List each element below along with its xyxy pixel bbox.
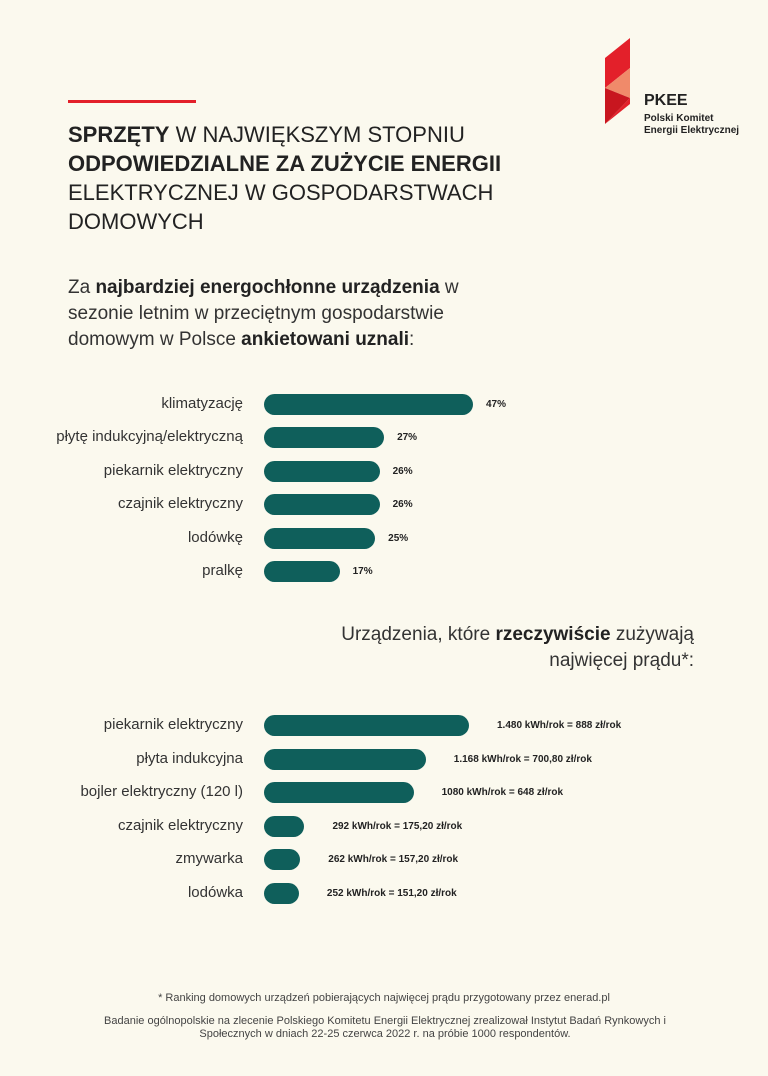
- bar-value-label: 26%: [392, 499, 413, 511]
- bar: [264, 561, 340, 582]
- chart2-row: zmywarka 262 kWh/rok = 157,20 zł/rok: [0, 847, 768, 871]
- bar-label: lodówka: [187, 883, 243, 901]
- bar-value-label: 1.168 kWh/rok = 700,80 zł/rok: [453, 753, 592, 765]
- bar-value-label: 292 kWh/rok = 175,20 zł/rok: [332, 820, 463, 832]
- bar: [264, 849, 301, 870]
- chart1-row: płytę indukcyjną/elektryczną 27%: [0, 425, 768, 449]
- bar: [264, 394, 473, 415]
- bar: [264, 427, 385, 449]
- chart1-row: pralkę 17%: [0, 559, 768, 583]
- pkee-logo: PKEE Polski Komitet Energii Elektrycznej: [600, 38, 740, 138]
- footnote: * Ranking domowych urządzeń pobierającyc…: [158, 992, 610, 1004]
- chart2-row: bojler elektryczny (120 l) 1080 kWh/rok =…: [0, 780, 768, 804]
- bar-value-label: 1.480 kWh/rok = 888 zł/rok: [497, 720, 622, 731]
- bar-label: pralkę: [202, 562, 243, 579]
- bar: [264, 748, 426, 770]
- bar-label: płytę indukcyjną/elektryczną: [56, 428, 243, 446]
- bar-label: czajnik elektryczny: [117, 495, 243, 513]
- source-note: Badanie ogólnopolskie na zlecenie Polski…: [104, 1015, 666, 1040]
- chart1-row: czajnik elektryczny 26%: [0, 492, 768, 516]
- chart2-title: Urządzenia, które rzeczywiście zużywają …: [341, 624, 694, 671]
- logo-brand: PKEE: [644, 92, 688, 109]
- chart2-row: czajnik elektryczny 292 kWh/rok = 175,20 …: [0, 814, 768, 838]
- bar-label: lodówkę: [187, 528, 243, 546]
- pkee-logo-icon: [605, 38, 630, 124]
- chart1-row: piekarnik elektryczny 26%: [0, 459, 768, 483]
- bar: [264, 460, 380, 482]
- chart2-row: płyta indukcyjna 1.168 kWh/rok = 700,80 z…: [0, 747, 768, 771]
- bar-value-label: 47%: [486, 399, 507, 410]
- bar-value-label: 17%: [352, 566, 373, 577]
- bar: [264, 715, 469, 736]
- bar: [264, 882, 299, 904]
- bar: [264, 494, 380, 516]
- chart2-row: piekarnik elektryczny 1.480 kWh/rok = 888…: [0, 713, 768, 737]
- bar-value-label: 26%: [392, 465, 413, 477]
- bar-value-label: 27%: [397, 432, 418, 444]
- bar-value-label: 1080 kWh/rok = 648 zł/rok: [441, 787, 564, 798]
- logo-subtitle: Polski Komitet Energii Elektrycznej: [644, 113, 740, 136]
- bar: [264, 527, 376, 549]
- chart1-row: lodówkę 25%: [0, 526, 768, 550]
- bar-label: klimatyzację: [161, 395, 243, 412]
- chart1-row: klimatyzację 47%: [0, 392, 768, 416]
- bar-value-label: 252 kWh/rok = 151,20 zł/rok: [326, 887, 457, 899]
- bar-label: płyta indukcyjna: [136, 749, 243, 767]
- bar: [264, 782, 414, 803]
- bar-label: piekarnik elektryczny: [103, 716, 243, 733]
- bar-label: bojler elektryczny (120 l): [80, 783, 243, 800]
- accent-rule: [68, 100, 196, 103]
- bar: [264, 815, 305, 837]
- bar-label: czajnik elektryczny: [117, 816, 243, 834]
- page-title: SPRZĘTY W NAJWIĘKSZYM STOPNIU ODPOWIEDZI…: [68, 122, 502, 234]
- bar-label: piekarnik elektryczny: [103, 461, 243, 479]
- bar-value-label: 262 kWh/rok = 157,20 zł/rok: [328, 854, 459, 865]
- chart1-title: Za najbardziej energochłonne urządzenia …: [68, 277, 459, 350]
- bar-label: zmywarka: [175, 850, 243, 867]
- bar-value-label: 25%: [388, 532, 409, 544]
- chart2-row: lodówka 252 kWh/rok = 151,20 zł/rok: [0, 881, 768, 905]
